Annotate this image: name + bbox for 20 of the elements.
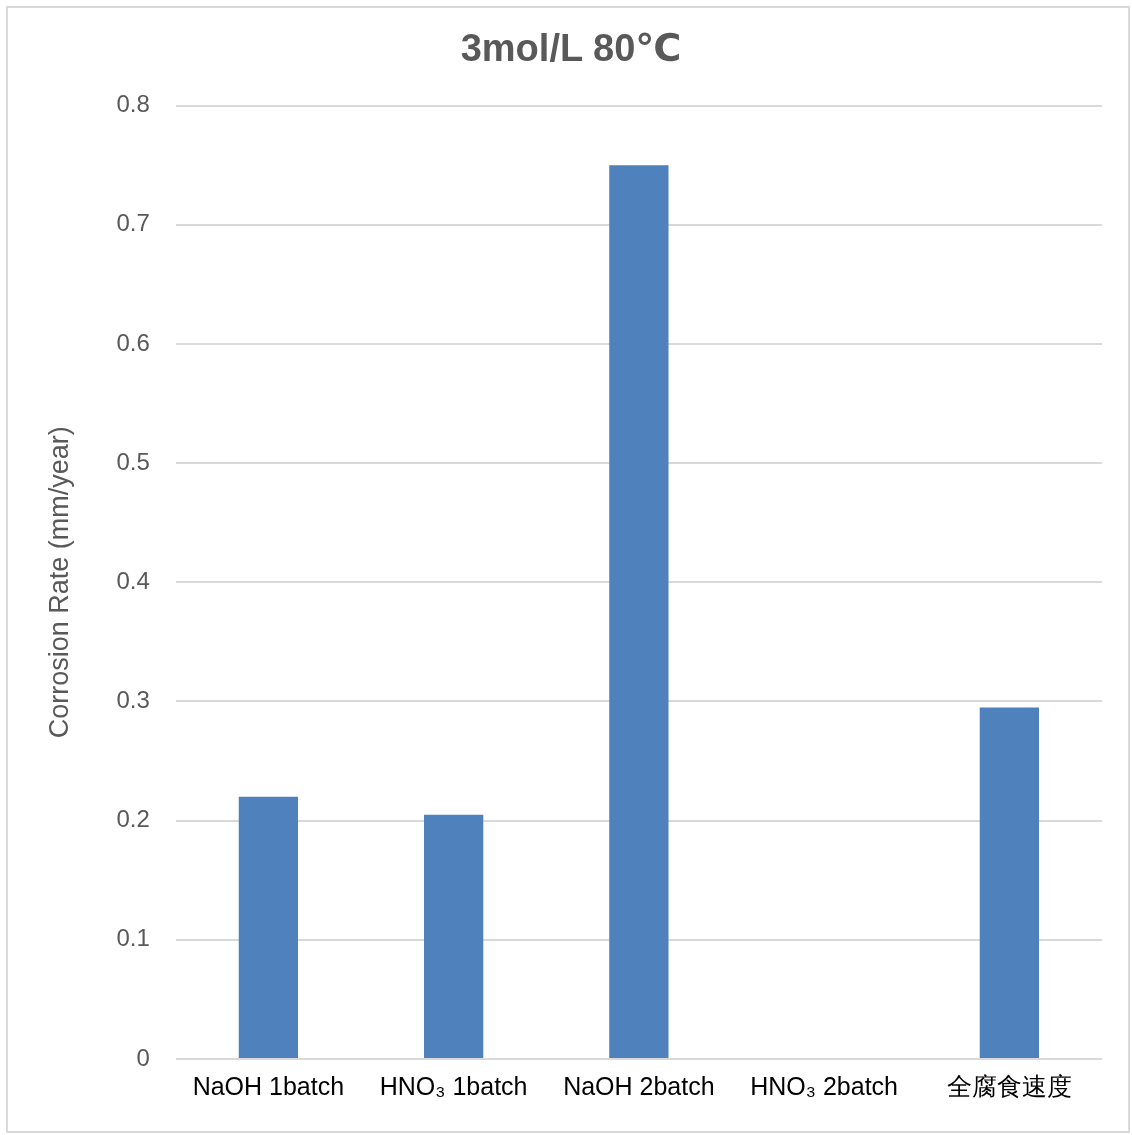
y-tick-label: 0.2 [116, 805, 150, 833]
y-tick-label: 0.3 [116, 686, 150, 714]
y-tick-label: 0.7 [116, 209, 150, 237]
y-tick-label: 0.6 [116, 328, 150, 356]
y-tick-label: 0 [136, 1043, 150, 1071]
x-tick-label: NaOH 2batch [563, 1071, 715, 1100]
y-tick-label: 0.5 [116, 447, 150, 475]
bar [979, 707, 1040, 1058]
y-tick-label: 0.4 [116, 566, 150, 594]
x-tick-label: HNO₃ 1batch [379, 1071, 528, 1100]
y-axis-title: Corrosion Rate (mm/year) [43, 426, 74, 739]
bar [424, 814, 484, 1058]
bar [238, 796, 299, 1058]
y-tick-label: 0.8 [116, 90, 150, 118]
bar [609, 165, 669, 1058]
x-tick-label: 全腐食速度 [946, 1071, 1072, 1100]
y-tick-label: 0.1 [116, 924, 150, 952]
x-tick-label: HNO₃ 2batch [750, 1071, 898, 1100]
x-tick-label: NaOH 1batch [192, 1071, 345, 1100]
chart-title: 3mol/L 80℃ [460, 27, 682, 70]
